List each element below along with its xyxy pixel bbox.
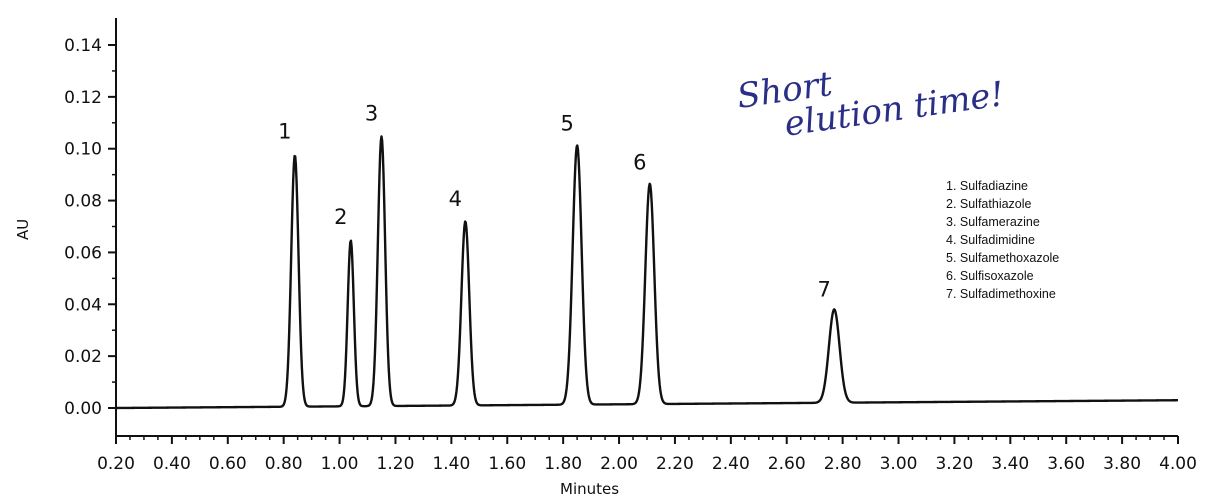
y-tick-label: 0.08 — [64, 192, 102, 212]
handwritten-annotation: Short elution time! — [735, 64, 1007, 145]
x-tick-label: 3.40 — [991, 454, 1029, 474]
y-tick-label: 0.12 — [64, 88, 102, 108]
x-tick-label: 0.20 — [97, 454, 135, 474]
x-tick-label: 1.20 — [377, 454, 415, 474]
peak-label: 5 — [560, 112, 573, 136]
x-tick-label: 2.60 — [768, 454, 806, 474]
x-tick-label: 1.00 — [321, 454, 359, 474]
x-tick-label: 0.60 — [209, 454, 247, 474]
x-tick-label: 3.80 — [1103, 454, 1141, 474]
y-axis: 0.00 0.02 0.04 0.06 0.08 0.10 0.12 0.14 — [64, 18, 117, 436]
x-tick-label: 3.20 — [935, 454, 973, 474]
legend-item: 2. Sulfathiazole — [946, 197, 1032, 211]
legend: 1. Sulfadiazine 2. Sulfathiazole 3. Sulf… — [946, 179, 1059, 301]
x-tick-label: 2.00 — [600, 454, 638, 474]
y-tick-label: 0.04 — [64, 295, 102, 315]
peak-labels: 1 2 3 4 5 6 7 — [278, 101, 831, 301]
x-tick-label: 3.00 — [880, 454, 918, 474]
y-tick-label: 0.02 — [64, 347, 102, 367]
peak-label: 2 — [334, 205, 347, 229]
peak-label: 6 — [633, 151, 646, 175]
peak-label: 7 — [818, 278, 831, 302]
legend-item: 6. Sulfisoxazole — [946, 269, 1034, 283]
peak-label: 3 — [365, 101, 378, 125]
x-tick-label: 2.20 — [656, 454, 694, 474]
legend-item: 5. Sulfamethoxazole — [946, 251, 1059, 265]
x-tick-label: 3.60 — [1047, 454, 1085, 474]
x-tick-label: 4.00 — [1159, 454, 1197, 474]
y-tick-label: 0.00 — [64, 399, 102, 419]
y-tick-label: 0.10 — [64, 140, 102, 160]
x-tick-label: 0.80 — [265, 454, 303, 474]
y-axis-title: AU — [14, 219, 32, 240]
x-axis-title: Minutes — [560, 480, 619, 498]
y-tick-label: 0.06 — [64, 243, 102, 263]
legend-item: 1. Sulfadiazine — [946, 179, 1028, 193]
peak-label: 4 — [449, 187, 462, 211]
x-tick-label: 1.40 — [432, 454, 470, 474]
x-tick-label: 0.40 — [153, 454, 191, 474]
legend-item: 3. Sulfamerazine — [946, 215, 1040, 229]
x-axis: 0.20 0.40 0.60 0.80 1.00 1.20 1.40 1.60 1.80 2.00… — [97, 435, 1197, 474]
legend-item: 7. Sulfadimethoxine — [946, 287, 1056, 301]
x-tick-label: 1.80 — [544, 454, 582, 474]
x-tick-label: 2.40 — [712, 454, 750, 474]
series-line-absorbance — [115, 135, 1179, 410]
x-tick-label: 1.60 — [488, 454, 526, 474]
legend-item: 4. Sulfadimidine — [946, 233, 1035, 247]
peak-label: 1 — [278, 119, 291, 143]
x-tick-label: 2.80 — [824, 454, 862, 474]
y-tick-label: 0.14 — [64, 36, 102, 56]
